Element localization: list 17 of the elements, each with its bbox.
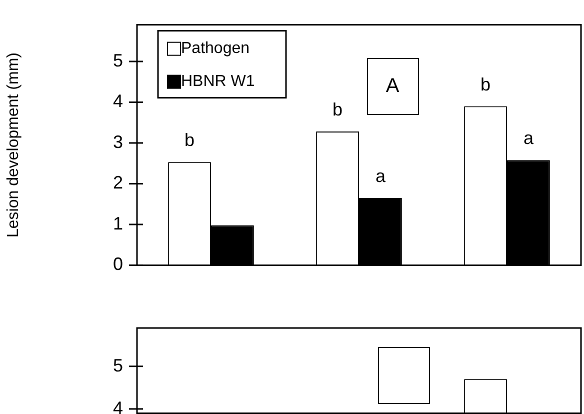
y-tick-label: 4	[112, 398, 123, 414]
legend-label: HBNR W1	[181, 73, 255, 90]
y-tick-label: 1	[112, 213, 123, 234]
data-label: a	[375, 166, 386, 186]
y-tick-label: 2	[112, 172, 123, 193]
y-tick-label: 4	[112, 91, 123, 112]
y-axis-title: Lesion development (mm)	[5, 52, 22, 238]
data-label: a	[523, 128, 534, 148]
data-label: b	[184, 130, 195, 150]
y-tick-label: 5	[112, 355, 123, 376]
data-label: b	[480, 74, 491, 94]
legend-label: Pathogen	[181, 40, 250, 58]
y-tick-label: 5	[112, 50, 123, 70]
data-label: b	[332, 100, 343, 120]
y-tick-label: 3	[112, 132, 123, 152]
y-tick-label: 0	[112, 254, 123, 274]
label-box: A	[366, 58, 419, 115]
